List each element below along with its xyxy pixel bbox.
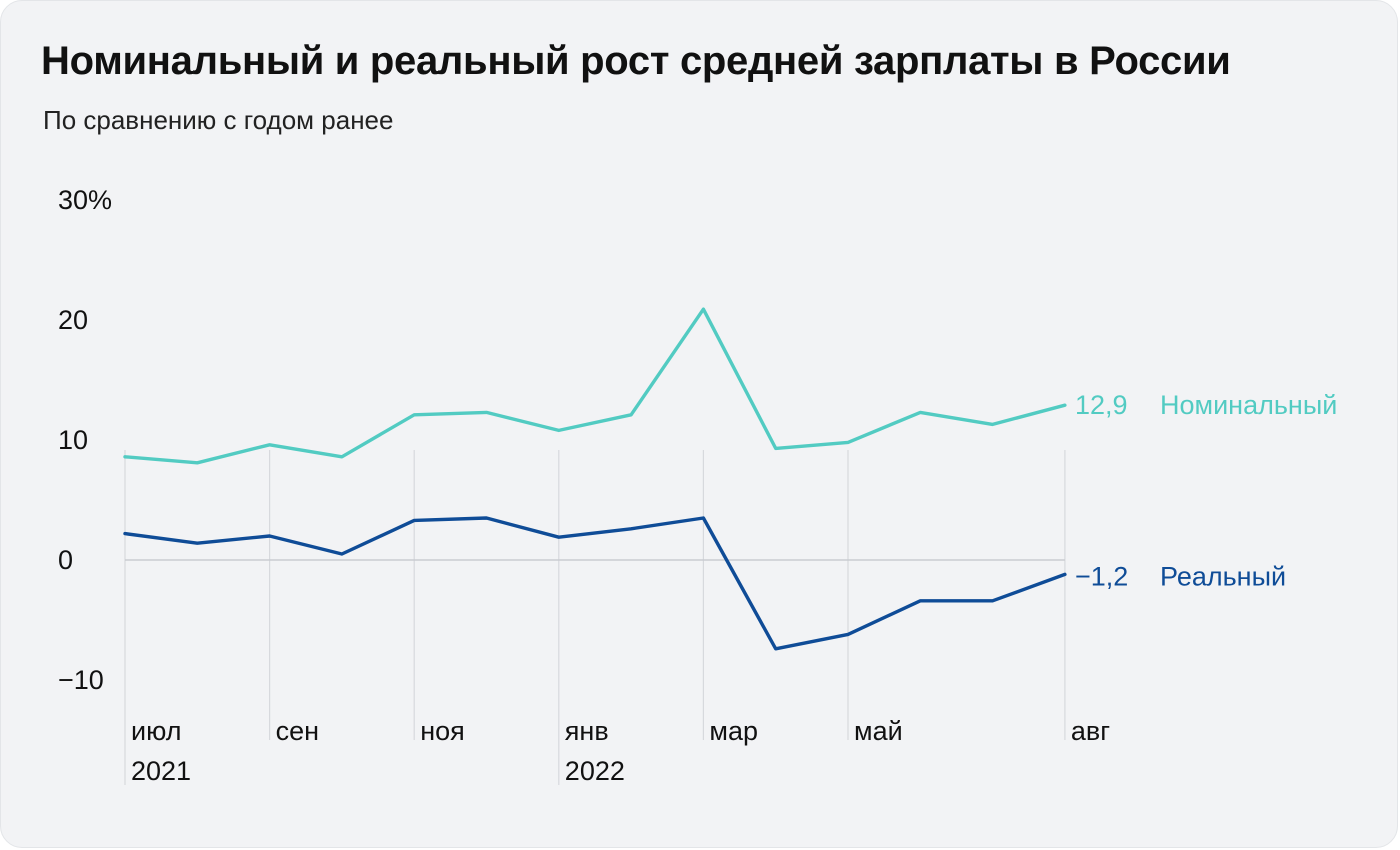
x-tick-label: июл	[131, 716, 182, 746]
x-tick-label: май	[854, 716, 903, 746]
y-tick-label: 0	[58, 545, 73, 575]
x-tick-year-label: 2022	[565, 756, 625, 786]
series-name-label: Номинальный	[1160, 390, 1337, 420]
series-line-nominal	[123, 307, 1067, 465]
series-end-value-label: 12,9	[1075, 390, 1128, 420]
y-tick-label: 20	[58, 305, 88, 335]
series-line-real	[123, 516, 1067, 651]
y-tick-label: −10	[58, 665, 104, 695]
chart-title: Номинальный и реальный рост средней зарп…	[41, 39, 1231, 83]
x-tick-label: сен	[276, 716, 319, 746]
chart-subtitle: По сравнению с годом ранее	[43, 105, 394, 135]
series-end-value-label: −1,2	[1075, 561, 1128, 591]
y-tick-label: 30%	[58, 185, 112, 215]
x-tick-label: мар	[709, 716, 758, 746]
y-tick-label: 10	[58, 425, 88, 455]
x-tick-label: янв	[565, 716, 609, 746]
x-tick-year-label: 2021	[131, 756, 191, 786]
x-tick-label: авг	[1071, 716, 1110, 746]
x-tick-label: ноя	[420, 716, 465, 746]
series-name-label: Реальный	[1160, 561, 1286, 591]
